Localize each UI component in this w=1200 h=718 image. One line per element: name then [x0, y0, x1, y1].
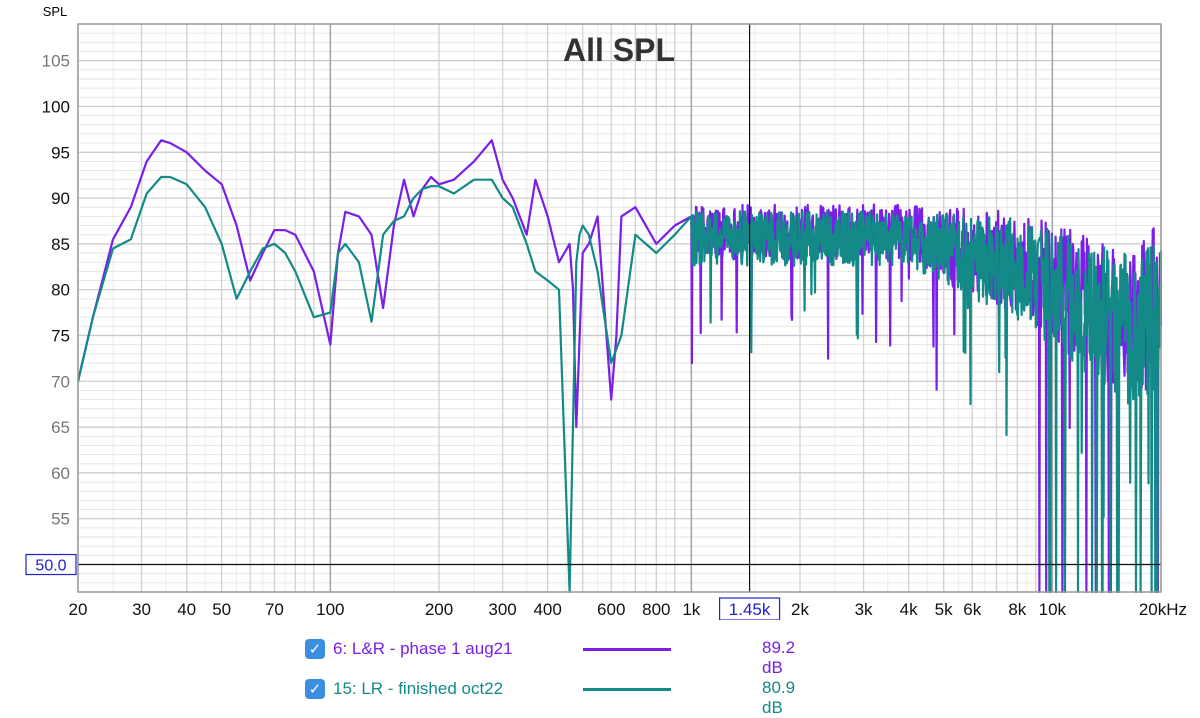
series-2-checkbox[interactable]: ✓	[305, 679, 325, 699]
series-2-legend-label: 15: LR - finished oct22	[333, 679, 504, 698]
series-1-legend-value: 89.2 dB	[762, 638, 796, 677]
legend-row-1: ✓ 6: L&R - phase 1 aug21 89.2 dB	[305, 636, 795, 677]
x-tick-label: 2k	[791, 600, 809, 619]
series-2-legend-line	[583, 688, 671, 691]
x-tick-label: 1k	[682, 600, 700, 619]
cursor-x-readout-box	[718, 597, 781, 620]
x-tick-label: 70	[265, 600, 284, 619]
series-layer	[76, 139, 1163, 594]
x-tick-label: 50	[212, 600, 231, 619]
x-tick-label: 20	[69, 600, 88, 619]
plot-frame	[77, 23, 1162, 593]
cursor-y-readout: 50.0	[35, 558, 66, 575]
series-line-2	[76, 175, 1163, 594]
y-tick-label: 60	[51, 464, 70, 483]
x-ticks: 20 30 40 50 70 100 200 300 400 600 800 1k 2k 3k 4k 5k 6k…	[69, 600, 1187, 619]
series-1-checkbox[interactable]: ✓	[305, 639, 325, 659]
y-tick-label: 90	[51, 189, 70, 208]
y-tick-label: 80	[51, 281, 70, 300]
x-tick-label: 4k	[900, 600, 918, 619]
series-2-legend-value: 80.9 dB	[762, 678, 796, 717]
cursor-layer: 50.0 1.45k	[25, 24, 1161, 620]
spl-chart: 50.0 1.45k All SPL SPL 55 60 65 70 75 80 85 90 95…	[25, 4, 1187, 620]
y-tick-label: 55	[51, 510, 70, 529]
x-tick-label: 300	[488, 600, 516, 619]
cursor-y-readout-box	[25, 553, 77, 576]
x-tick-label: 200	[425, 600, 453, 619]
x-tick-label: 10k	[1039, 600, 1067, 619]
x-tick-label: 5k	[935, 600, 953, 619]
x-tick-label: 6k	[963, 600, 981, 619]
x-tick-label: 100	[316, 600, 344, 619]
series-1-legend-line	[583, 648, 671, 651]
x-tick-label: 3k	[855, 600, 873, 619]
x-tick-label: 40	[177, 600, 196, 619]
y-tick-label: 65	[51, 418, 70, 437]
y-tick-label: 105	[42, 52, 70, 71]
x-tick-label: 600	[597, 600, 625, 619]
x-tick-label: 8k	[1008, 600, 1026, 619]
series-1-legend-label: 6: L&R - phase 1 aug21	[333, 639, 513, 658]
y-tick-label: 95	[51, 143, 70, 162]
y-ticks: 55 60 65 70 75 80 85 90 95 100 105	[42, 52, 70, 529]
y-tick-label: 85	[51, 235, 70, 254]
y-tick-label: 70	[51, 372, 70, 391]
cursor-x-readout: 1.45k	[729, 600, 771, 619]
x-tick-label: 800	[642, 600, 670, 619]
chart-title: All SPL	[563, 32, 675, 68]
y-axis-label: SPL	[43, 4, 68, 19]
x-tick-label: 400	[533, 600, 561, 619]
x-tick-label: 30	[132, 600, 151, 619]
x-tick-label: 20kHz	[1139, 600, 1187, 619]
legend-row-2: ✓ 15: LR - finished oct22 80.9 dB	[305, 676, 795, 717]
y-tick-label: 100	[42, 97, 70, 116]
y-tick-label: 75	[51, 326, 70, 345]
